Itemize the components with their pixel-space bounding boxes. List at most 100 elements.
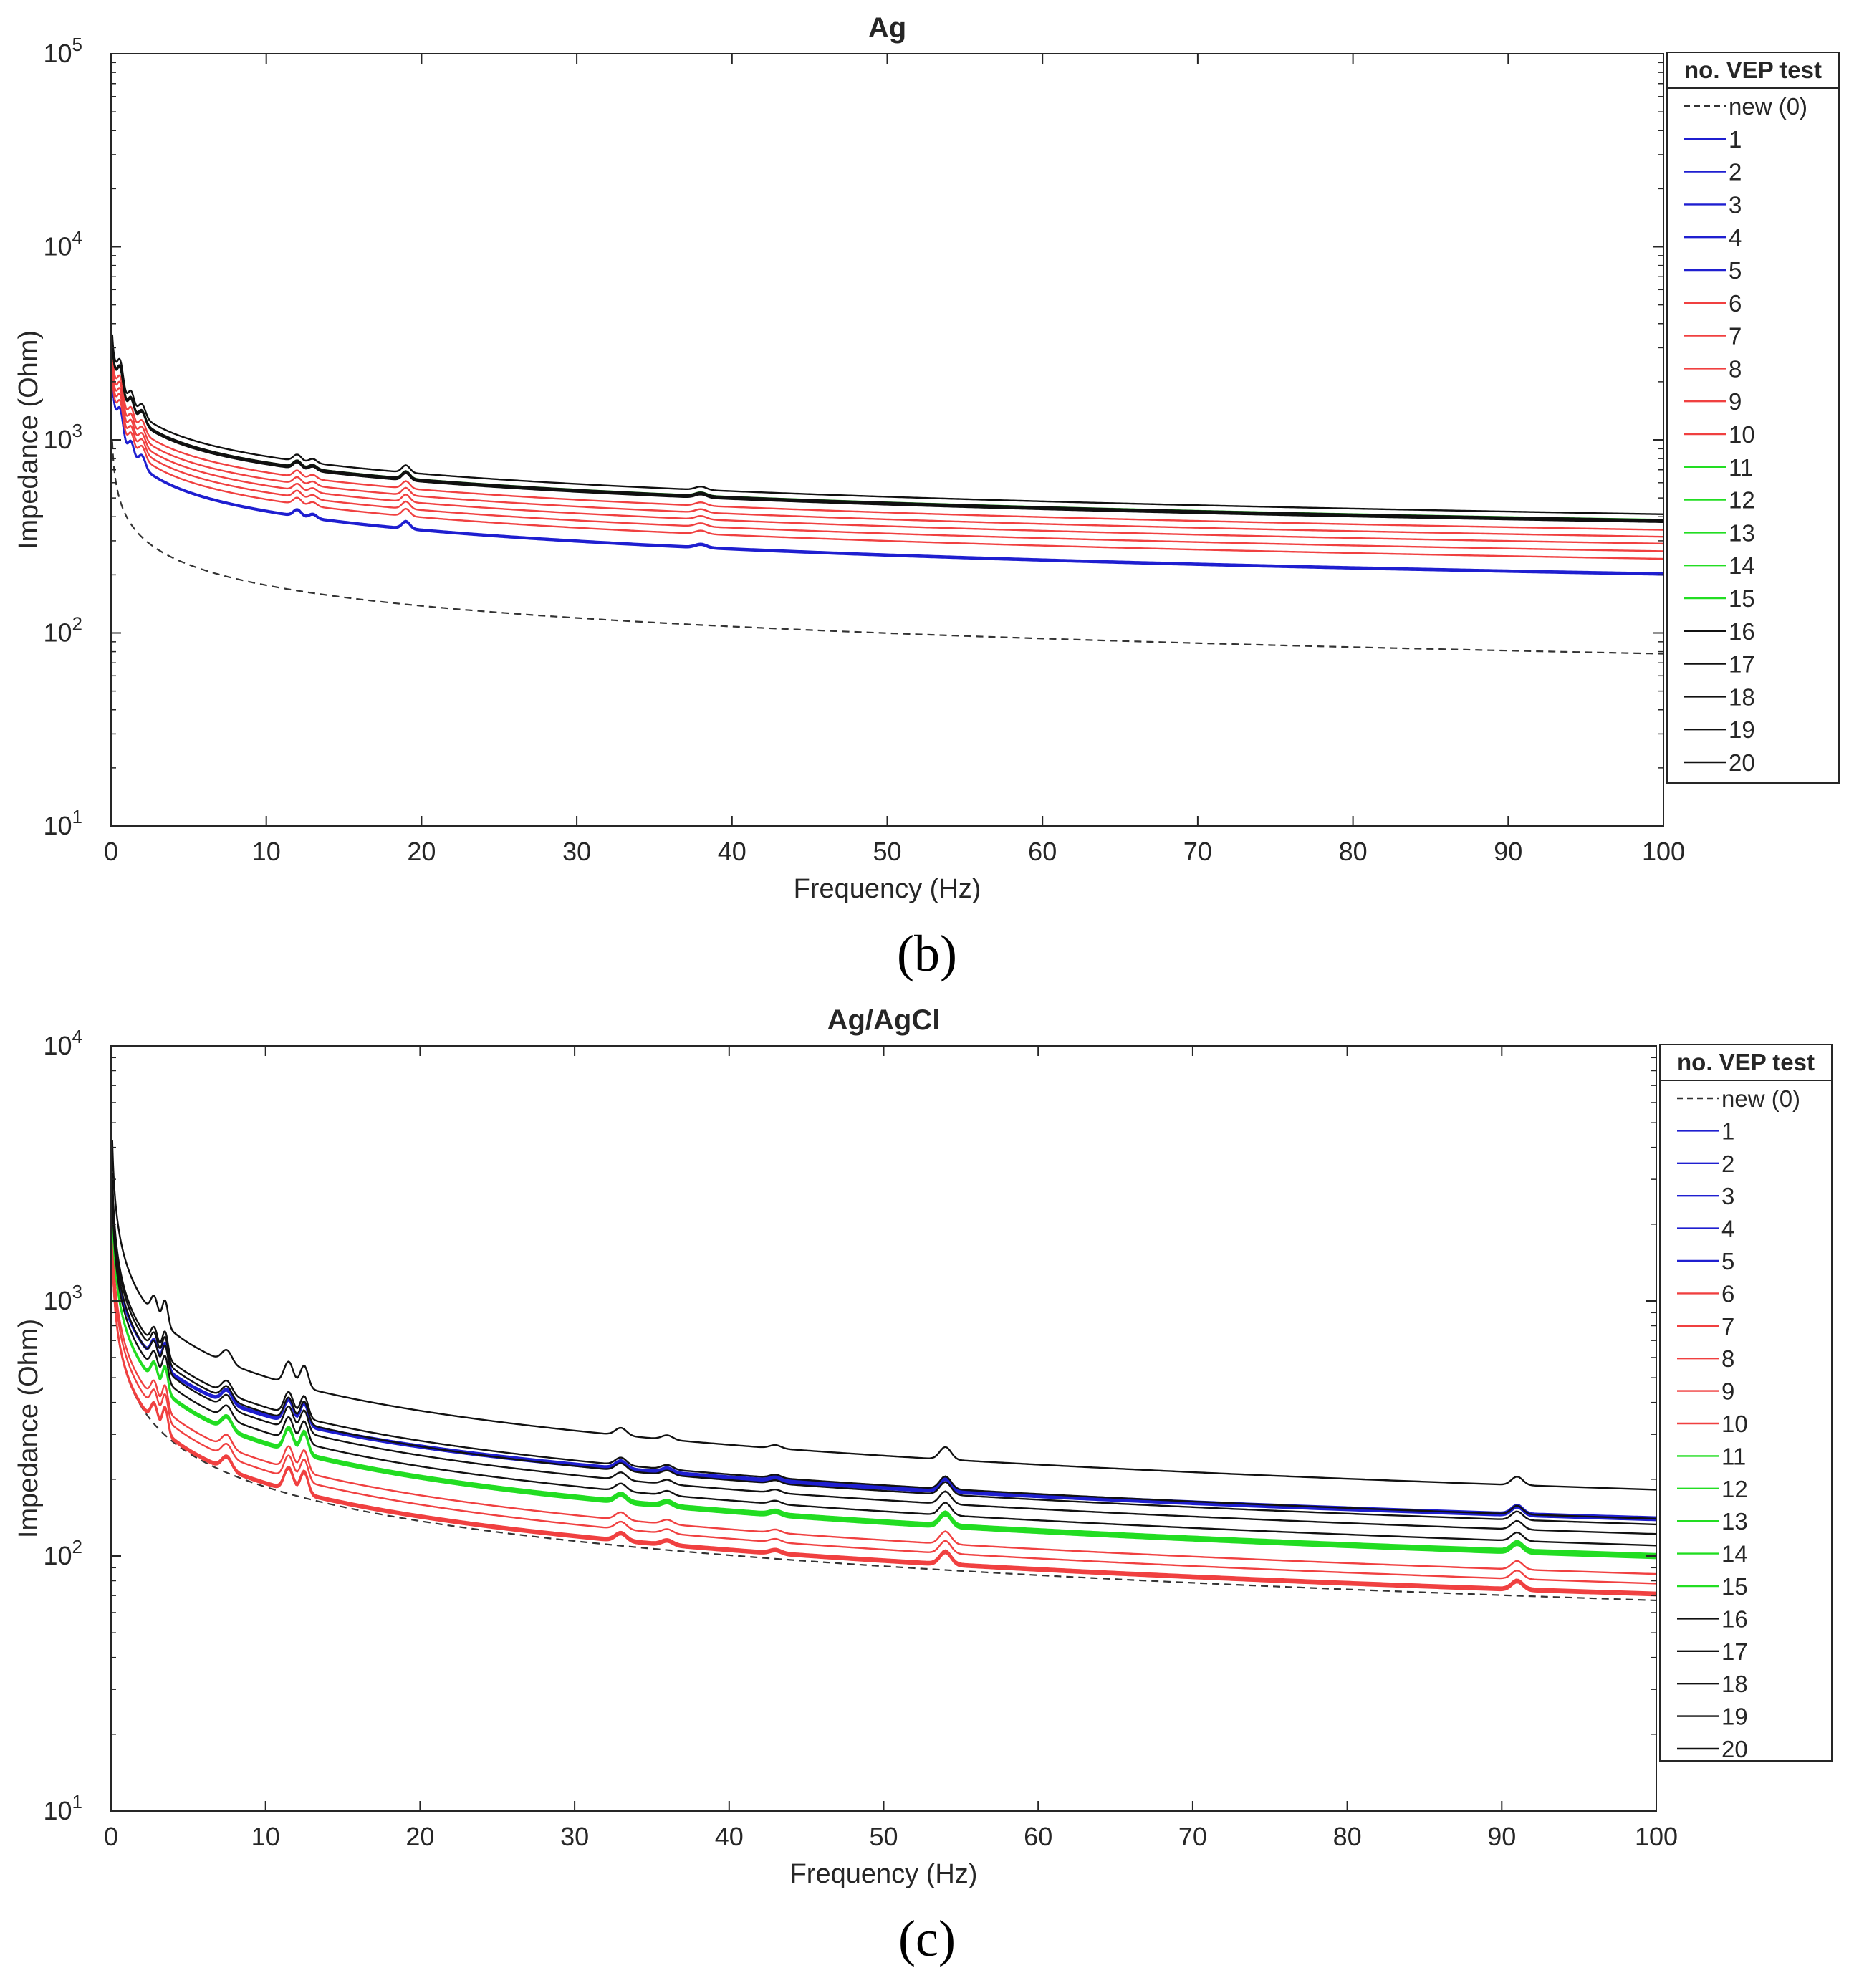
x-tick-label: 0 (104, 837, 118, 866)
legend-label: 16 (1721, 1605, 1748, 1632)
series-line-10 (111, 351, 1664, 531)
legend-label: 4 (1729, 224, 1742, 251)
x-tick-label: 10 (251, 1822, 280, 1851)
legend-label: 3 (1729, 191, 1742, 218)
legend-label: 19 (1729, 716, 1755, 743)
y-tick-label: 104 (43, 227, 82, 261)
series-line-8 (111, 363, 1664, 545)
x-tick-label: 90 (1487, 1822, 1516, 1851)
legend-label: 6 (1729, 290, 1742, 317)
series-line-19 (111, 1173, 1657, 1520)
legend-label: 6 (1721, 1280, 1734, 1307)
chart-ag-agcl: 0 10 20 30 40 50 60 70 80 90 100101102103104Ag/AgC… (14, 1004, 1833, 1889)
legend-label: 14 (1729, 552, 1755, 579)
x-tick-label: 80 (1339, 837, 1368, 866)
x-tick-label: 40 (718, 837, 746, 866)
legend-label: 7 (1729, 323, 1742, 350)
x-tick-label: 0 (104, 1822, 118, 1851)
series-line-5 (111, 378, 1664, 575)
x-tick-label: 20 (407, 837, 436, 866)
legend-label: 12 (1721, 1476, 1748, 1502)
x-tick-label: 20 (405, 1822, 434, 1851)
legend-label: new (0) (1721, 1085, 1800, 1112)
legend-label: 19 (1721, 1704, 1748, 1730)
legend-label: 10 (1721, 1411, 1748, 1437)
chart-ag: 0 10 20 30 40 50 60 70 80 90 100101102103104105AgF… (14, 12, 1840, 904)
chart-title: Ag (868, 12, 906, 44)
y-tick-label: 103 (43, 1281, 82, 1315)
legend-label: 9 (1721, 1378, 1734, 1405)
legend-label: 7 (1721, 1313, 1734, 1340)
y-tick-label: 102 (43, 613, 82, 648)
x-tick-label: 100 (1642, 837, 1685, 866)
legend-title: no. VEP test (1677, 1049, 1815, 1075)
x-tick-label: 40 (715, 1822, 744, 1851)
series-line-16 (111, 1194, 1657, 1547)
series-line-15 (111, 1206, 1657, 1555)
plot-area (111, 1046, 1656, 1811)
x-tick-label: 80 (1333, 1822, 1362, 1851)
y-tick-label: 101 (43, 806, 82, 840)
legend-label: 20 (1721, 1736, 1748, 1762)
series-line-6 (111, 374, 1664, 560)
series-line-9 (111, 357, 1664, 538)
caption-c: (c) (898, 1910, 956, 1967)
legend-label: 4 (1721, 1216, 1734, 1242)
y-tick-label: 101 (43, 1791, 82, 1825)
legend-label: 15 (1729, 585, 1755, 612)
legend-label: 8 (1721, 1345, 1734, 1372)
x-tick-label: 30 (562, 837, 591, 866)
legend-label: 17 (1721, 1638, 1748, 1665)
series-line-8 (111, 1249, 1657, 1593)
y-axis-label: Impedance (Ohm) (14, 1319, 44, 1538)
x-tick-label: 90 (1494, 837, 1522, 866)
x-tick-label: 10 (252, 837, 281, 866)
legend-label: 15 (1721, 1573, 1748, 1600)
x-tick-label: 70 (1183, 837, 1212, 866)
series-line-19 (111, 340, 1664, 521)
legend-label: 18 (1721, 1671, 1748, 1697)
series-line-10 (111, 1225, 1657, 1575)
y-tick-label: 105 (43, 34, 82, 68)
legend-label: 3 (1721, 1183, 1734, 1209)
x-axis-label: Frequency (Hz) (794, 874, 981, 904)
legend-label: 18 (1729, 683, 1755, 710)
caption-b: (b) (897, 925, 957, 982)
legend-label: 16 (1729, 618, 1755, 645)
x-tick-label: 50 (873, 837, 901, 866)
chart-title: Ag/AgCl (827, 1004, 941, 1036)
legend-label: 13 (1721, 1508, 1748, 1535)
x-tick-label: 50 (869, 1822, 898, 1851)
legend-label: 20 (1729, 749, 1755, 776)
series-line-6 (111, 1252, 1657, 1597)
legend-label: 11 (1721, 1443, 1746, 1469)
legend-label: 8 (1729, 355, 1742, 382)
series-line-new (111, 441, 1664, 655)
legend-label: 1 (1721, 1118, 1734, 1144)
x-tick-label: 70 (1178, 1822, 1207, 1851)
x-tick-label: 60 (1024, 1822, 1052, 1851)
legend-label: 10 (1729, 421, 1755, 448)
series-line-9 (111, 1233, 1657, 1585)
y-axis-label: Impedance (Ohm) (14, 330, 44, 549)
series-line-20 (111, 1139, 1657, 1491)
legend-label: 13 (1729, 519, 1755, 546)
legend-box (1666, 52, 1840, 784)
series-line-7 (111, 368, 1664, 552)
series-line-20 (111, 334, 1664, 515)
x-tick-label: 100 (1635, 1822, 1678, 1851)
legend-label: 5 (1729, 257, 1742, 284)
legend-label: 9 (1729, 388, 1742, 415)
y-tick-label: 103 (43, 420, 82, 454)
legend-label: 1 (1729, 126, 1742, 153)
legend-label: 14 (1721, 1541, 1748, 1567)
y-tick-label: 102 (43, 1536, 82, 1570)
legend-label: 2 (1721, 1151, 1734, 1177)
legend-label: 5 (1721, 1248, 1734, 1274)
legend-label: 2 (1729, 159, 1742, 186)
series-line-18 (111, 1178, 1657, 1526)
x-axis-label: Frequency (Hz) (790, 1859, 978, 1889)
x-tick-label: 30 (560, 1822, 589, 1851)
legend-title: no. VEP test (1684, 57, 1822, 83)
